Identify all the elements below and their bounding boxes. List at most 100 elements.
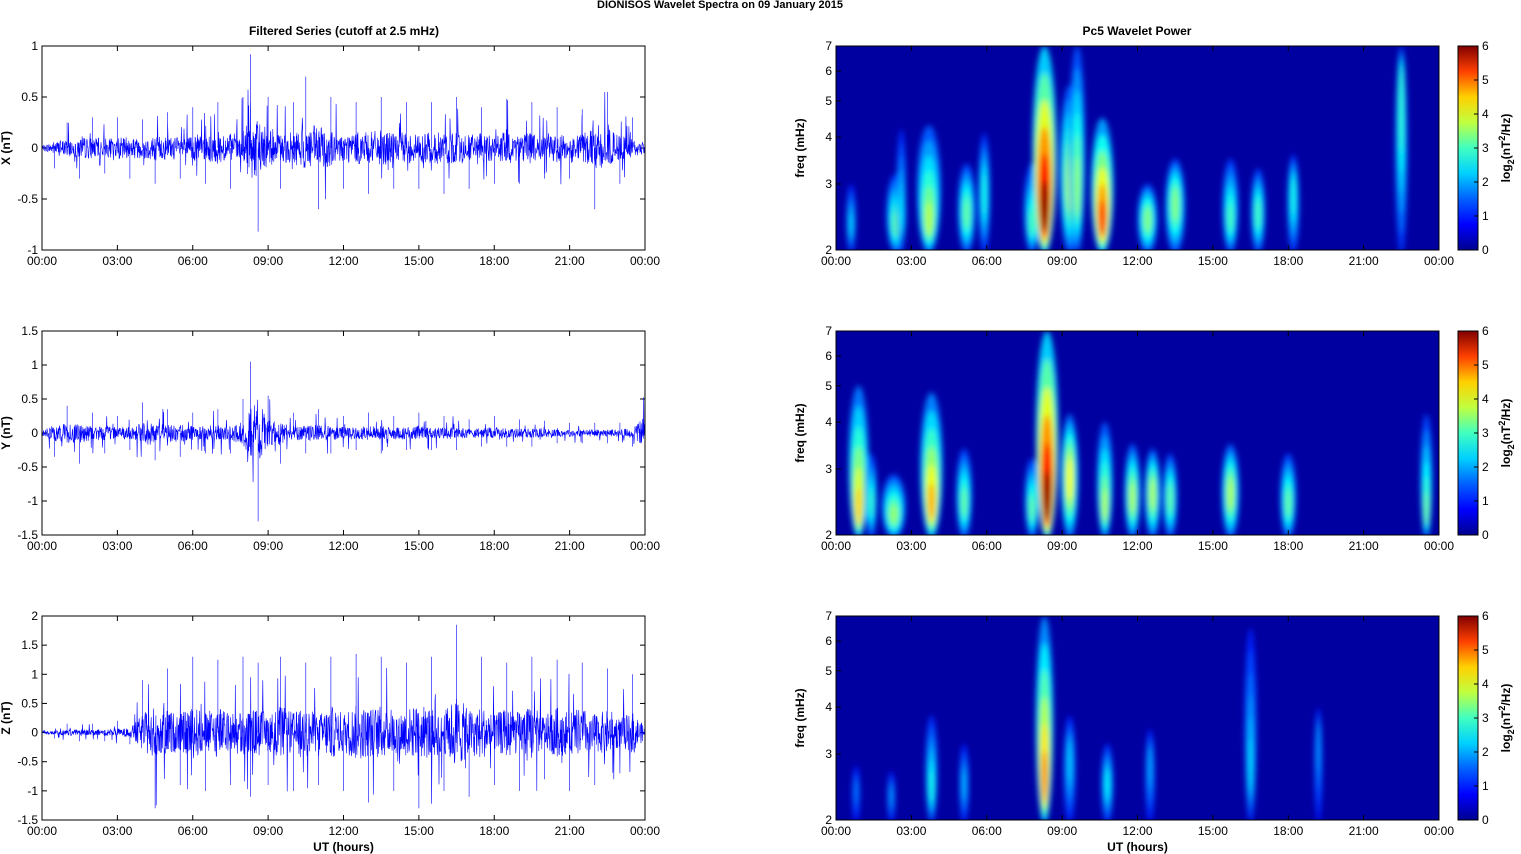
- power-blob: [1424, 492, 1429, 525]
- x-tick-label: 15:00: [1198, 824, 1228, 838]
- x-tick-label: 18:00: [1273, 254, 1303, 268]
- colorbar-tick-label: 0: [1482, 813, 1489, 827]
- power-blob: [1144, 207, 1151, 232]
- y-tick-label: 6: [825, 349, 832, 363]
- power-blob: [1285, 489, 1291, 517]
- power-blob: [854, 779, 858, 802]
- power-blob: [1129, 482, 1135, 514]
- x-tick-label: 15:00: [1198, 254, 1228, 268]
- x-tick-label: 21:00: [555, 824, 585, 838]
- power-blob: [1098, 199, 1106, 236]
- colorbar-tick-label: 4: [1482, 677, 1489, 691]
- colorbar-tick-label: 2: [1482, 460, 1489, 474]
- y-tick-label: -1: [27, 784, 38, 798]
- right-column-title: Pc5 Wavelet Power: [1083, 24, 1192, 38]
- time-series-panel: -1 -0.5 0 0.5 1 00:00 03:00 06:00 09:00 12:00 15:0…: [0, 39, 660, 268]
- x-tick-label: 21:00: [555, 254, 585, 268]
- y-tick-label: 4: [825, 130, 832, 144]
- colorbar-label: log2(nT2/Hz): [1497, 399, 1516, 468]
- power-blob: [1150, 478, 1156, 510]
- colorbar-tick-label: 1: [1482, 494, 1489, 508]
- y-tick-label: 5: [825, 94, 832, 108]
- x-tick-label: 18:00: [1273, 824, 1303, 838]
- y-tick-label: 1: [31, 39, 38, 53]
- y-tick-label: 2: [825, 243, 832, 257]
- y-tick-label: -0.5: [17, 192, 38, 206]
- colorbar-label: log2(nT2/Hz): [1497, 684, 1516, 753]
- power-blob: [1040, 180, 1049, 232]
- wavelet-power-panel: 2 3 4 5 6 7 00:00 03:00 06:00 09:00 12:00 15:00 18:0…: [793, 324, 1516, 553]
- x-tick-label: 09:00: [253, 824, 283, 838]
- time-series-panel: -1.5 -1 -0.5 0 0.5 1 1.5 2 00:00 03:00 06:00 09:00 1…: [0, 609, 660, 854]
- x-tick-label: 03:00: [102, 539, 132, 553]
- x-tick-label: 00:00: [1424, 539, 1454, 553]
- x-tick-label: 21:00: [1349, 539, 1379, 553]
- wavelet-power-panel: 2 3 4 5 6 7 00:00 03:00 06:00 09:00 12:00 15:00 18:0…: [793, 39, 1516, 268]
- x-tick-label: 12:00: [1122, 824, 1152, 838]
- y-tick-label: 6: [825, 634, 832, 648]
- x-tick-label: 03:00: [102, 254, 132, 268]
- x-tick-label: 06:00: [972, 824, 1002, 838]
- y-tick-label: 3: [825, 462, 832, 476]
- x-tick-label: 00:00: [821, 539, 851, 553]
- y-tick-label: 2: [825, 528, 832, 542]
- y-tick-label: 1: [31, 667, 38, 681]
- y-tick-label: 6: [825, 64, 832, 78]
- series-line: [41, 54, 646, 232]
- power-blob: [1067, 742, 1072, 783]
- colorbar-tick-label: 6: [1482, 609, 1489, 623]
- power-blob: [1227, 202, 1233, 232]
- x-tick-label: 15:00: [404, 824, 434, 838]
- x-tick-label: 09:00: [1047, 539, 1077, 553]
- y-tick-label: 5: [825, 379, 832, 393]
- y-axis-label: freq (mHz): [793, 118, 807, 177]
- y-tick-label: 1: [31, 358, 38, 372]
- y-tick-label: 2: [31, 609, 38, 623]
- colorbar-tick-label: 3: [1482, 141, 1489, 155]
- x-tick-label: 12:00: [328, 824, 358, 838]
- power-blob: [1074, 156, 1080, 216]
- power-blob: [1167, 484, 1173, 514]
- x-tick-label: 00:00: [27, 824, 57, 838]
- power-blob: [961, 488, 967, 517]
- power-blob: [982, 173, 987, 216]
- y-tick-label: 0: [31, 141, 38, 155]
- x-tick-label: 03:00: [896, 254, 926, 268]
- y-tick-label: -1: [27, 494, 38, 508]
- power-blob: [899, 196, 903, 232]
- x-tick-label: 00:00: [630, 824, 660, 838]
- series-line: [41, 361, 646, 522]
- y-axis-label: Y (nT): [0, 416, 13, 450]
- power-blob: [963, 198, 970, 229]
- power-blob: [1148, 748, 1152, 786]
- power-blob: [855, 486, 862, 525]
- power-blob: [1029, 495, 1035, 521]
- power-blob: [1029, 208, 1035, 236]
- y-tick-label: 5: [825, 664, 832, 678]
- y-axis-label: Z (nT): [0, 701, 13, 734]
- colorbar-tick-label: 5: [1482, 358, 1489, 372]
- x-tick-label: 00:00: [27, 254, 57, 268]
- y-tick-label: 3: [825, 177, 832, 191]
- power-blob: [1316, 724, 1320, 772]
- x-tick-label: 00:00: [630, 254, 660, 268]
- power-blob: [1043, 470, 1051, 521]
- y-tick-label: -0.5: [17, 460, 38, 474]
- y-tick-label: -0.5: [17, 755, 38, 769]
- x-axis-label: UT (hours): [1107, 840, 1168, 854]
- heatmap-cells: [852, 616, 1323, 820]
- colorbar-tick-label: 3: [1482, 711, 1489, 725]
- power-blob: [869, 489, 874, 517]
- colorbar-tick-label: 6: [1482, 324, 1489, 338]
- y-tick-label: 0.5: [21, 696, 38, 710]
- y-tick-label: 0: [31, 726, 38, 740]
- series-line: [41, 624, 646, 809]
- x-tick-label: 12:00: [328, 539, 358, 553]
- y-tick-label: 3: [825, 747, 832, 761]
- power-blob: [1041, 750, 1048, 802]
- power-blob: [1248, 737, 1253, 792]
- x-axis-label: UT (hours): [313, 840, 374, 854]
- x-tick-label: 09:00: [253, 254, 283, 268]
- y-tick-label: 1.5: [21, 324, 38, 338]
- power-blob: [890, 504, 898, 525]
